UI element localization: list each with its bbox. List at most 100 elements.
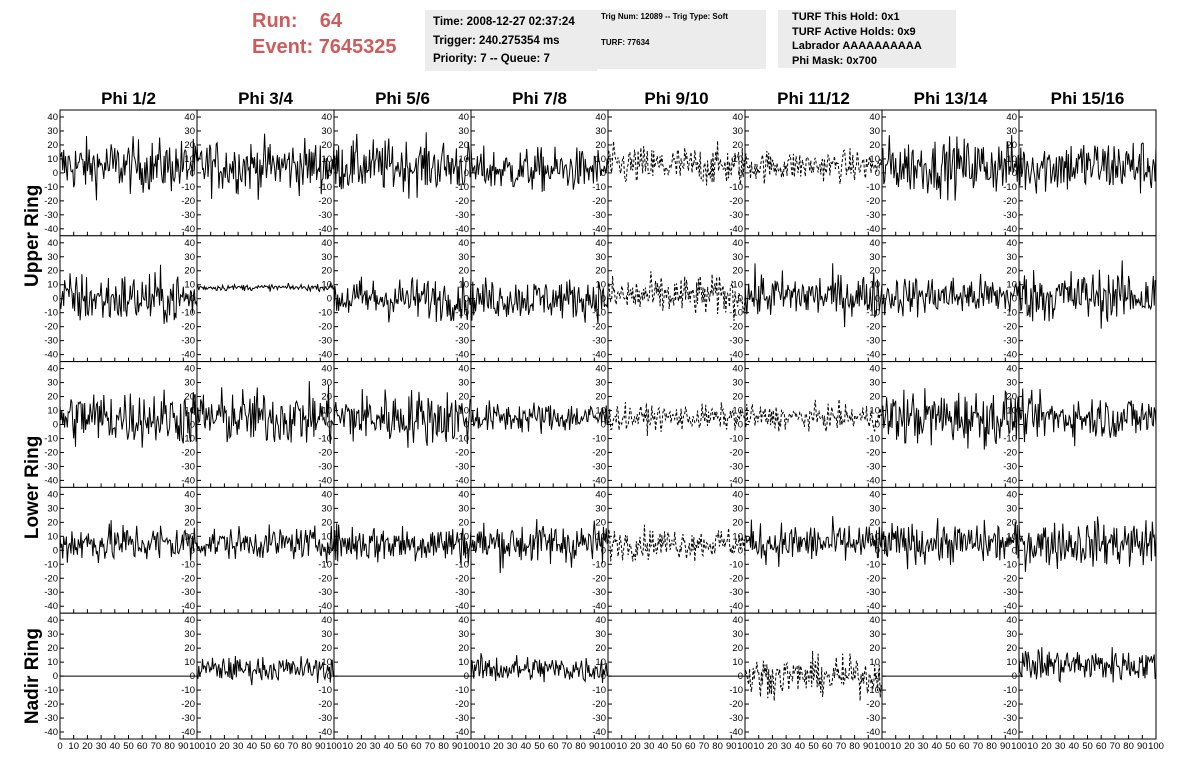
x-tick-label: 90	[1137, 741, 1148, 752]
x-tick-label: 80	[1123, 741, 1134, 752]
y-tick-label: -20	[181, 196, 195, 207]
y-tick-label: 40	[732, 489, 743, 500]
y-tick-label: 30	[869, 503, 880, 514]
y-tick-label: 10	[595, 280, 606, 291]
waveform-line	[196, 281, 335, 293]
y-tick-label: -40	[455, 601, 469, 612]
waveform-line	[744, 516, 883, 567]
y-tick-label: -10	[866, 685, 880, 696]
waveform-line	[744, 148, 883, 184]
y-tick-label: -40	[592, 350, 606, 361]
y-tick-label: -10	[592, 308, 606, 319]
y-tick-label: -10	[592, 559, 606, 570]
event-value: 7645325	[318, 36, 397, 58]
y-tick-label: -30	[44, 210, 58, 221]
y-tick-label: -40	[44, 727, 58, 738]
y-tick-label: 0	[53, 420, 58, 431]
y-tick-label: -10	[729, 559, 743, 570]
x-tick-label: 30	[781, 741, 792, 752]
waveform-line	[1018, 647, 1157, 684]
y-tick-label: 20	[595, 517, 606, 528]
y-tick-label: 10	[1006, 406, 1017, 417]
y-tick-label: -30	[44, 713, 58, 724]
trigger-info-box: Trig Num: 12089 -- Trig Type: Soft TURF:…	[597, 10, 766, 69]
x-tick-label: 50	[808, 741, 819, 752]
waveform-line	[470, 518, 609, 574]
y-tick-label: 0	[1012, 545, 1017, 556]
y-tick-label: 40	[1006, 238, 1017, 249]
waveform-panel: -40 -30 -20 -10 0 10 20 30 40	[181, 361, 335, 488]
x-tick-label: 30	[370, 741, 381, 752]
x-tick-label: 80	[986, 741, 997, 752]
x-tick-label: 50	[123, 741, 134, 752]
x-tick-label: 20	[767, 741, 778, 752]
y-tick-label: -10	[592, 182, 606, 193]
y-tick-label: 0	[190, 545, 195, 556]
panel-frame	[1018, 486, 1157, 614]
x-tick-label: 20	[219, 741, 230, 752]
x-tick-label: 30	[233, 741, 244, 752]
waveform-panel: -40 -30 -20 -10 0 10 20 30 40	[44, 361, 198, 488]
y-tick-label: 10	[184, 657, 195, 668]
panel-frame	[1018, 612, 1157, 740]
y-tick-label: -20	[181, 573, 195, 584]
y-tick-label: 30	[1006, 629, 1017, 640]
x-tick-label: 20	[630, 741, 641, 752]
y-tick-label: 30	[732, 629, 743, 640]
y-tick-label: -40	[181, 350, 195, 361]
y-tick-label: -20	[866, 322, 880, 333]
x-tick-label: 30	[96, 741, 107, 752]
waveform-panel: -40 -30 -20 -10 0 10 20 30 40	[44, 235, 198, 363]
waveform-panel: -40 -30 -20 -10 0 10 20 30 40	[318, 109, 472, 237]
y-tick-label: -10	[318, 433, 332, 444]
x-tick-label: 90	[863, 741, 874, 752]
y-tick-label: 0	[875, 671, 880, 682]
waveform-line	[1018, 260, 1157, 329]
y-tick-label: -10	[181, 685, 195, 696]
y-tick-label: 10	[47, 154, 58, 165]
x-tick-label: 100	[1148, 741, 1164, 752]
y-tick-label: 10	[595, 154, 606, 165]
y-tick-label: -20	[455, 573, 469, 584]
panel-frame	[881, 235, 1020, 363]
y-tick-label: 20	[1006, 140, 1017, 151]
y-tick-label: -20	[729, 196, 743, 207]
waveform-panel: -40 -30 -20 -10 0 10 20 30 40	[181, 235, 335, 363]
y-tick-label: 10	[732, 406, 743, 417]
run-value: 64	[319, 10, 343, 32]
y-tick-label: -30	[866, 210, 880, 221]
y-tick-label: -30	[592, 210, 606, 221]
waveform-panel: -40 -30 -20 -10 0 10 20 30 40	[455, 612, 609, 740]
y-tick-label: -40	[866, 475, 880, 486]
waveform-line	[607, 271, 746, 322]
x-tick-label: 100	[326, 741, 342, 752]
priority-line: Priority: 7 -- Queue: 7	[433, 53, 550, 65]
waveform-panel: -40 -30 -20 -10 0 10 20 30 40	[866, 486, 1020, 614]
x-tick-label: 20	[904, 741, 915, 752]
x-tick-label: 70	[1110, 741, 1121, 752]
y-tick-label: 0	[53, 168, 58, 179]
x-tick-label: 30	[1055, 741, 1066, 752]
x-tick-label: 10	[342, 741, 353, 752]
y-tick-label: -20	[1003, 196, 1017, 207]
x-tick-label: 50	[534, 741, 545, 752]
y-tick-label: 40	[458, 112, 469, 123]
x-tick-label: 90	[1000, 741, 1011, 752]
y-tick-label: -10	[729, 308, 743, 319]
y-tick-label: 30	[184, 126, 195, 137]
x-tick-label: 50	[1082, 741, 1093, 752]
y-tick-label: -10	[44, 685, 58, 696]
y-tick-label: 0	[738, 168, 743, 179]
y-tick-label: 40	[184, 364, 195, 375]
x-tick-label: 60	[959, 741, 970, 752]
y-tick-label: 20	[321, 643, 332, 654]
column-header: Phi 15/16	[1051, 89, 1125, 108]
y-tick-label: 10	[321, 657, 332, 668]
y-tick-label: 10	[1006, 154, 1017, 165]
y-tick-label: -40	[181, 601, 195, 612]
y-tick-label: -20	[455, 196, 469, 207]
y-tick-label: 0	[327, 168, 332, 179]
y-tick-label: -40	[318, 601, 332, 612]
waveform-line	[607, 524, 746, 562]
x-tick-label: 70	[288, 741, 299, 752]
